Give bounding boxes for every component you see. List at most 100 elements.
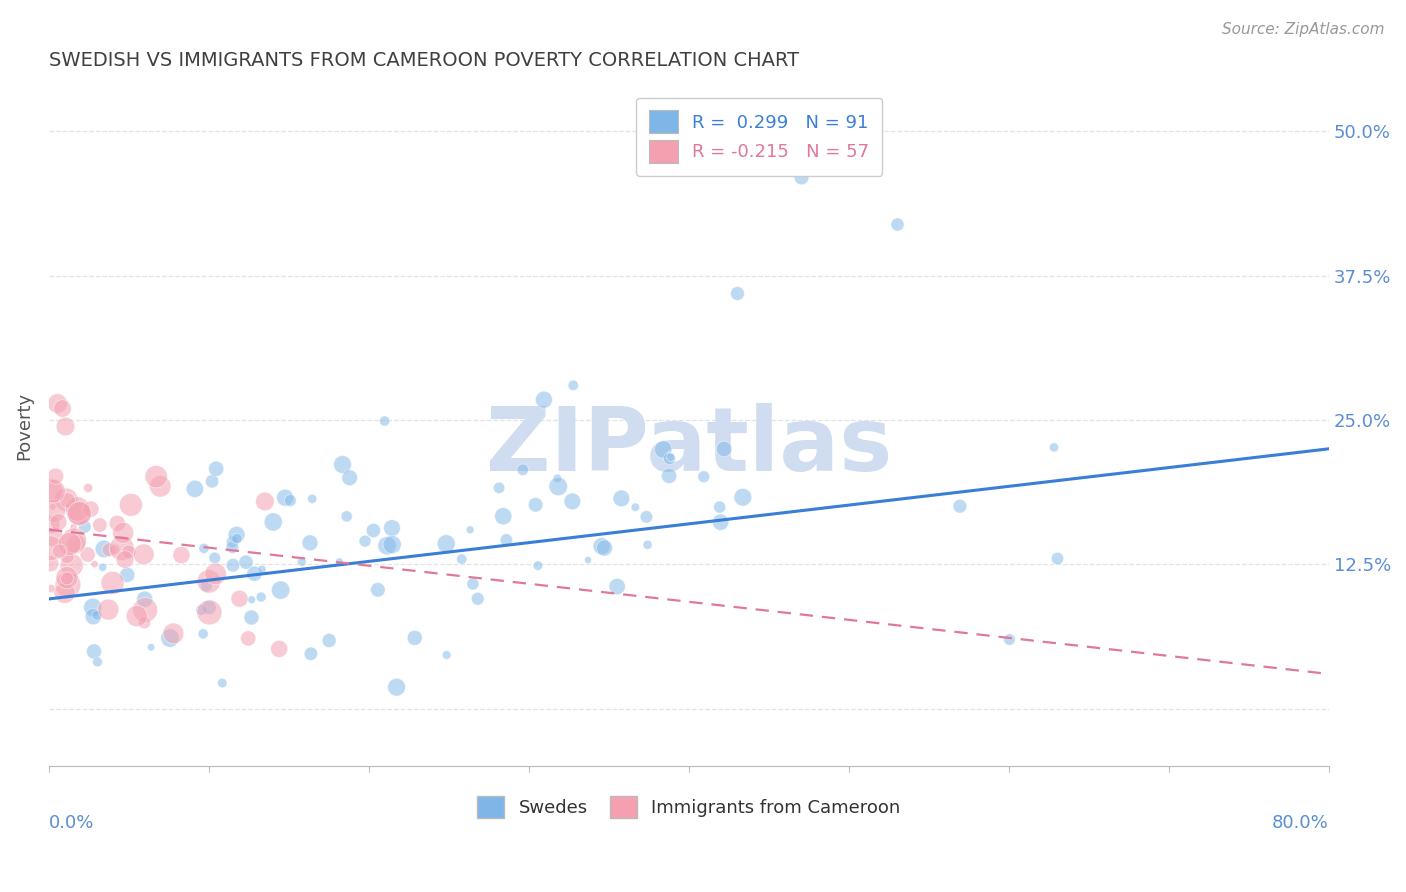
Point — [201, 475, 224, 489]
Point — [42, 504, 65, 518]
Text: 80.0%: 80.0% — [1272, 814, 1329, 832]
Point — [467, 591, 489, 606]
Point — [111, 541, 134, 556]
Point — [527, 558, 550, 573]
Point — [488, 481, 510, 495]
Point — [436, 648, 458, 662]
Point — [269, 641, 291, 656]
Legend: Swedes, Immigrants from Cameroon: Swedes, Immigrants from Cameroon — [470, 789, 908, 825]
Point — [120, 498, 142, 512]
Point — [318, 633, 340, 648]
Point — [39, 517, 62, 532]
Point — [39, 541, 62, 556]
Point — [328, 555, 350, 569]
Point — [48, 515, 70, 529]
Point — [159, 631, 181, 645]
Point — [652, 442, 675, 457]
Point — [693, 469, 716, 483]
Point — [332, 458, 354, 472]
Point — [190, 603, 212, 617]
Text: ZIPatlas: ZIPatlas — [485, 402, 891, 490]
Point — [105, 516, 128, 531]
Point — [375, 539, 398, 553]
Point — [45, 469, 67, 483]
Point — [998, 632, 1021, 647]
Point — [56, 572, 79, 586]
Point — [63, 533, 86, 548]
Point — [69, 507, 91, 521]
Point — [238, 632, 260, 646]
Point — [56, 578, 79, 592]
Point — [56, 571, 79, 585]
Point — [42, 530, 65, 544]
Point — [374, 414, 396, 428]
Point — [659, 450, 682, 465]
Point — [39, 582, 62, 596]
Point — [67, 507, 90, 521]
Point — [91, 560, 114, 574]
Point — [713, 442, 735, 456]
Point — [184, 482, 207, 496]
Point — [62, 520, 84, 534]
Point — [658, 468, 681, 483]
Point — [385, 680, 408, 694]
Point — [886, 217, 908, 231]
Point — [59, 537, 82, 551]
Point — [495, 533, 517, 547]
Point — [118, 545, 141, 559]
Point — [193, 541, 215, 556]
Point — [221, 534, 243, 549]
Point — [198, 600, 221, 615]
Point — [145, 469, 167, 483]
Point — [299, 647, 322, 661]
Point — [636, 509, 658, 524]
Point — [56, 549, 79, 564]
Point — [134, 615, 156, 630]
Point — [381, 538, 404, 552]
Point — [562, 378, 585, 392]
Point — [134, 592, 156, 607]
Point — [86, 655, 108, 669]
Point — [547, 479, 569, 493]
Point — [250, 590, 273, 604]
Point — [139, 640, 162, 655]
Point — [83, 558, 105, 572]
Point — [1046, 551, 1069, 566]
Point — [225, 527, 247, 541]
Point — [450, 552, 472, 566]
Point — [339, 471, 361, 485]
Point — [93, 541, 115, 556]
Point — [125, 609, 148, 624]
Point — [134, 603, 156, 617]
Point — [89, 518, 111, 533]
Point — [710, 515, 733, 529]
Text: SWEDISH VS IMMIGRANTS FROM CAMEROON POVERTY CORRELATION CHART: SWEDISH VS IMMIGRANTS FROM CAMEROON POVE… — [49, 51, 799, 70]
Point — [39, 484, 62, 499]
Point — [790, 170, 813, 185]
Point — [225, 532, 247, 546]
Point — [53, 586, 76, 600]
Point — [240, 610, 263, 624]
Point — [55, 492, 77, 507]
Point — [250, 562, 273, 576]
Point — [83, 644, 105, 658]
Point — [97, 602, 120, 616]
Y-axis label: Poverty: Poverty — [15, 392, 32, 459]
Point — [51, 401, 73, 416]
Point — [274, 491, 297, 505]
Point — [533, 392, 555, 407]
Point — [298, 536, 321, 550]
Point — [725, 285, 748, 300]
Point — [270, 583, 292, 598]
Point — [112, 525, 135, 540]
Point — [228, 591, 250, 606]
Point — [367, 582, 389, 597]
Point — [73, 520, 96, 534]
Point — [624, 500, 647, 515]
Point — [235, 555, 257, 569]
Point — [98, 542, 121, 557]
Point — [198, 606, 221, 620]
Point — [48, 544, 70, 558]
Point — [66, 502, 89, 516]
Point — [117, 568, 139, 582]
